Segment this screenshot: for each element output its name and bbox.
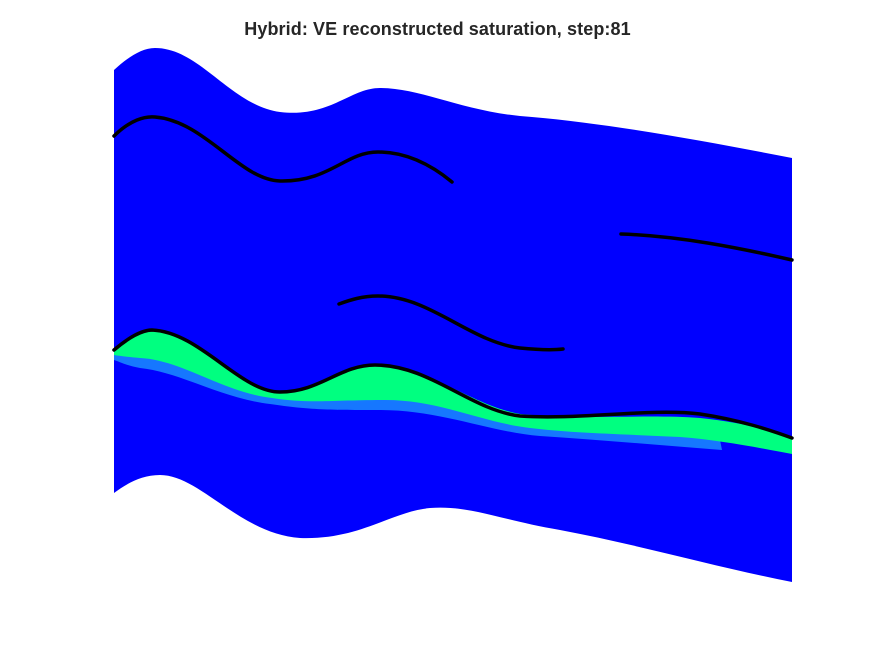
fault-line-upper-left xyxy=(112,115,454,184)
figure-title: Hybrid: VE reconstructed saturation, ste… xyxy=(244,19,631,39)
reservoir-domain xyxy=(114,48,792,582)
fault-line-middle xyxy=(337,294,565,352)
fault-line-upper-right xyxy=(619,232,794,262)
caprock-horizon xyxy=(112,328,794,440)
